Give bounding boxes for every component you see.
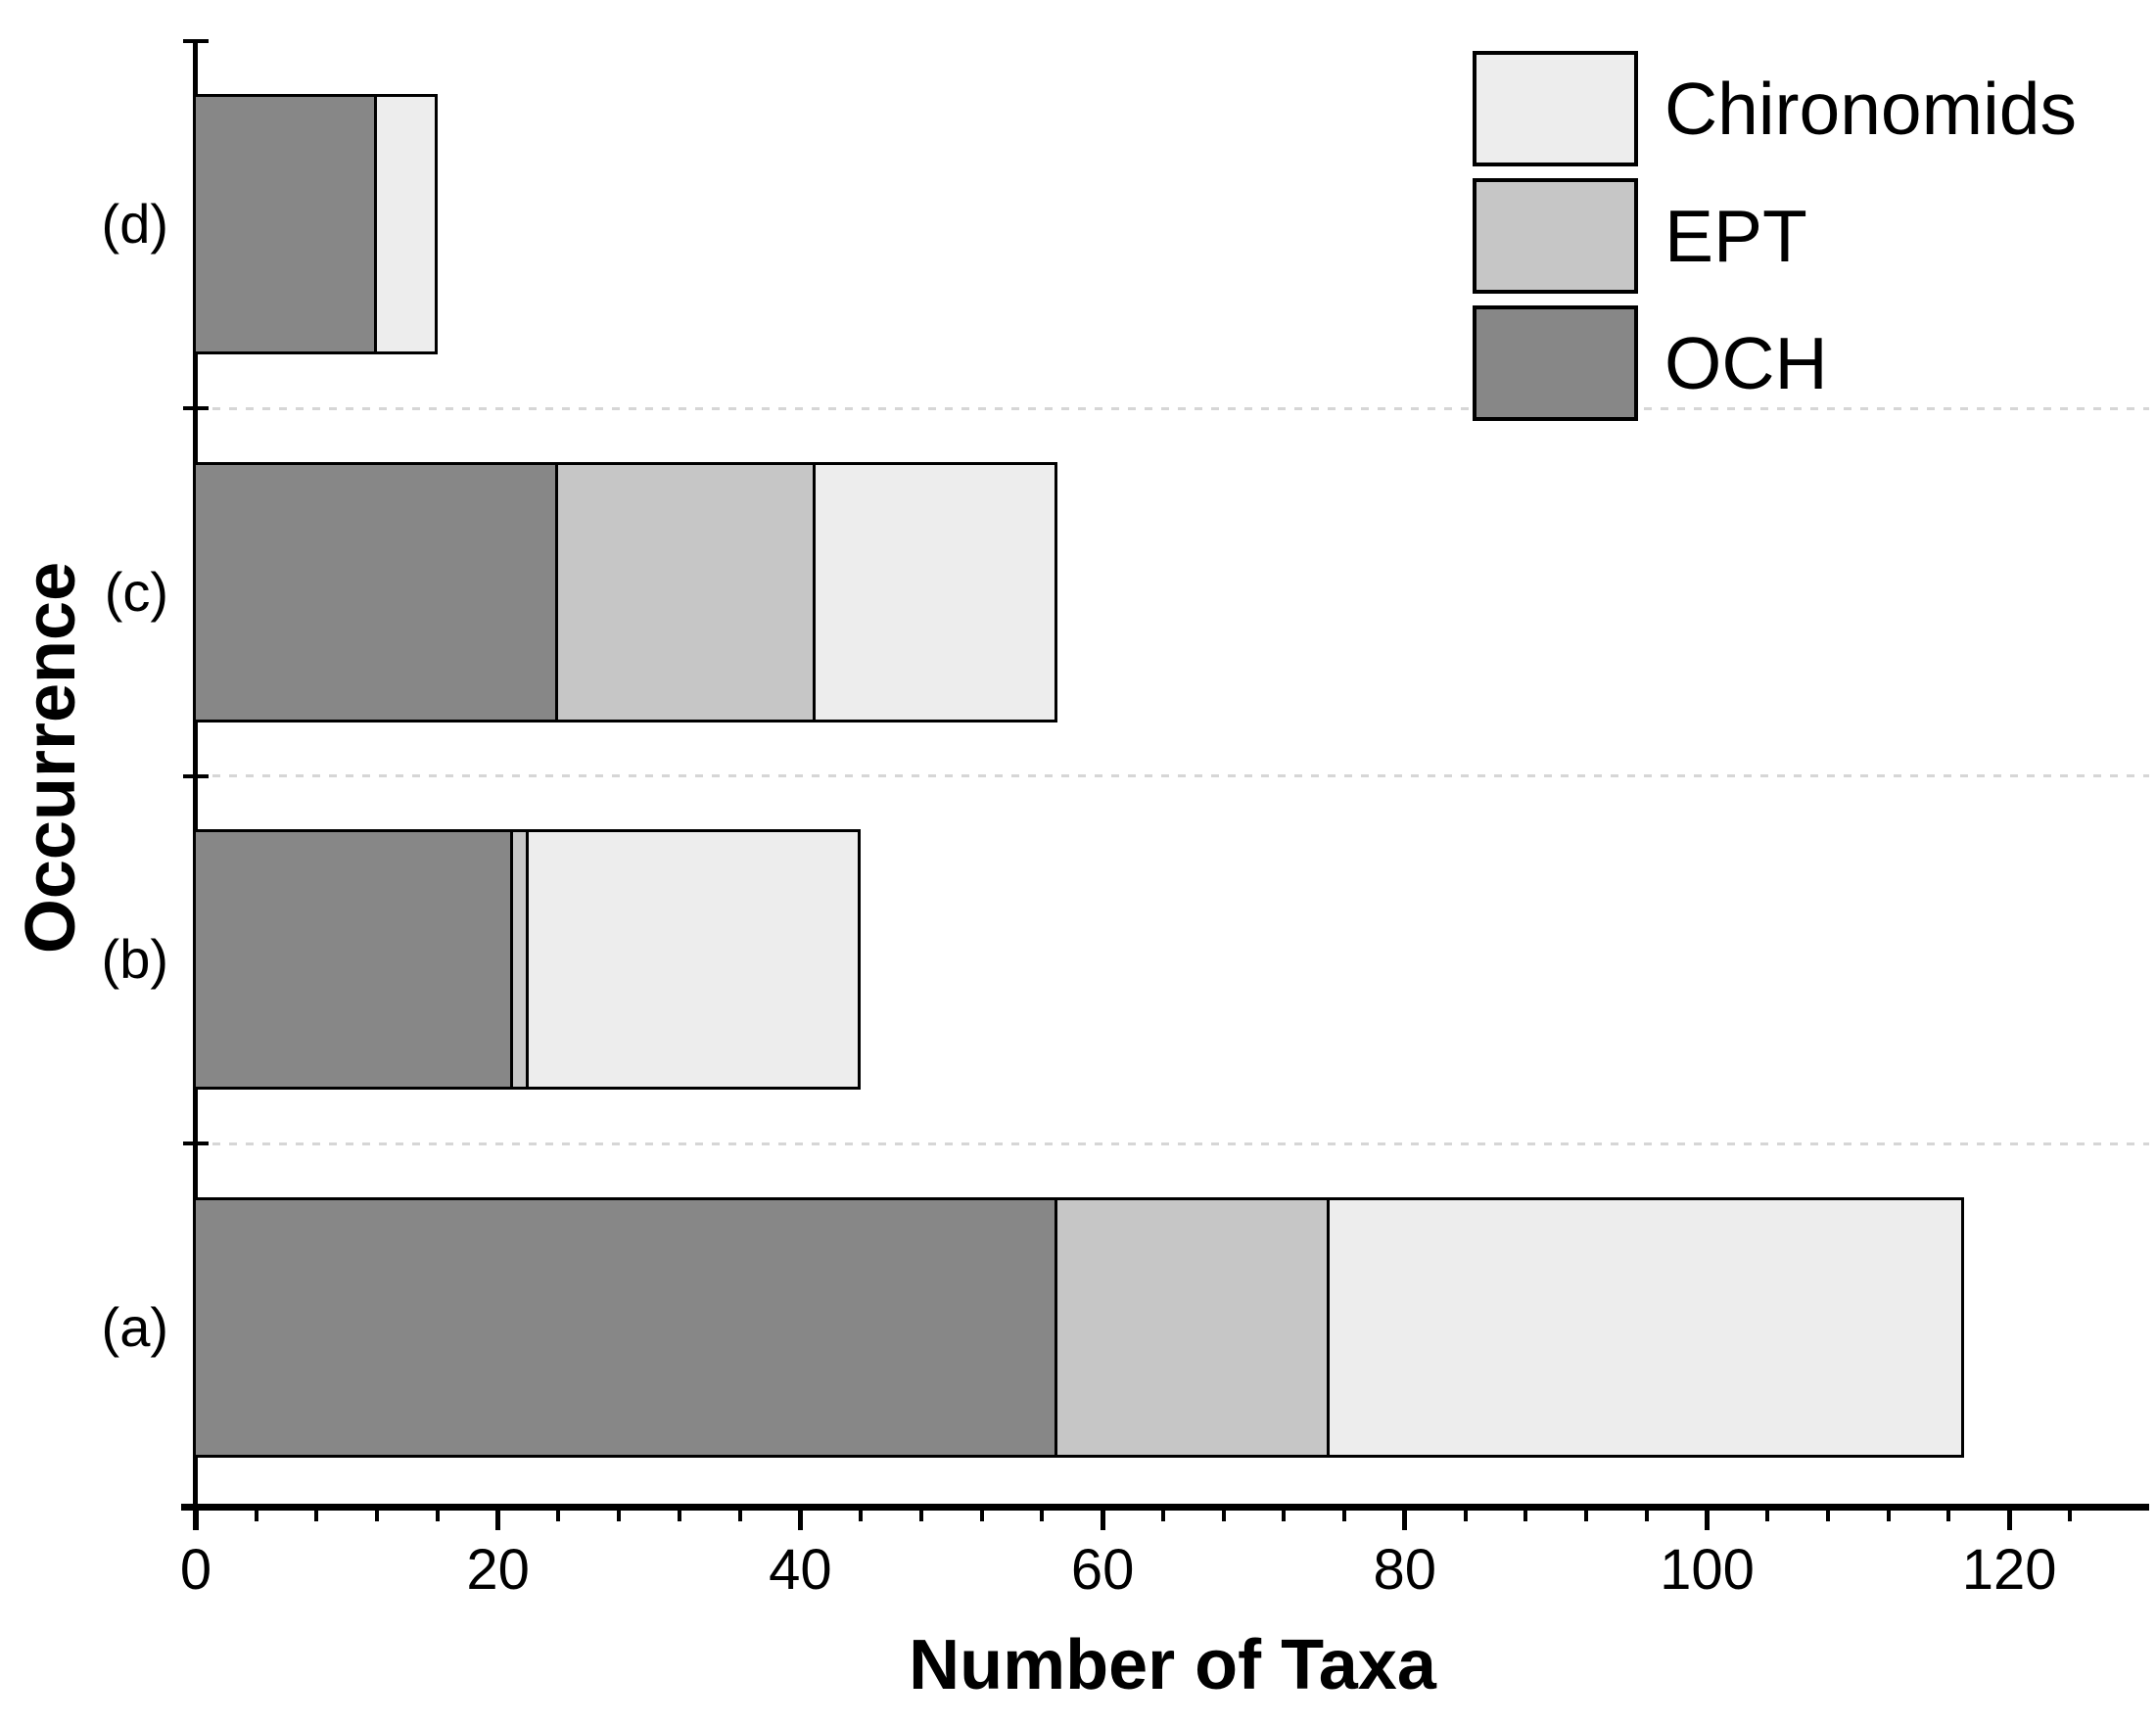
legend-item-och: OCH xyxy=(1473,305,2077,421)
bar-segment-och xyxy=(193,461,559,722)
y-axis-tick xyxy=(183,406,209,410)
category-label: (d) xyxy=(101,193,168,256)
x-major-tick xyxy=(1402,1511,1408,1530)
y-axis-line xyxy=(193,40,198,1530)
x-minor-tick xyxy=(1342,1511,1347,1521)
legend-label-chironomids: Chironomids xyxy=(1664,67,2077,150)
x-minor-tick xyxy=(677,1511,681,1521)
bar-segment-chironomids xyxy=(1326,1196,1964,1458)
x-minor-tick xyxy=(1040,1511,1045,1521)
category-label: (b) xyxy=(101,928,168,991)
legend-label-och: OCH xyxy=(1664,321,1828,404)
legend-swatch-chironomids xyxy=(1473,51,1638,166)
legend-label-ept: EPT xyxy=(1664,194,1807,277)
x-tick-label: 60 xyxy=(1070,1538,1135,1602)
bar-segment-och xyxy=(193,94,378,355)
x-minor-tick xyxy=(1523,1511,1528,1521)
x-axis-title: Number of Taxa xyxy=(909,1626,1436,1704)
x-minor-tick xyxy=(1825,1511,1830,1521)
x-minor-tick xyxy=(314,1511,319,1521)
x-minor-tick xyxy=(1946,1511,1951,1521)
x-major-tick xyxy=(193,1511,199,1530)
legend-swatch-och xyxy=(1473,305,1638,421)
x-minor-tick xyxy=(556,1511,561,1521)
x-tick-label: 120 xyxy=(1961,1538,2057,1602)
category-separator-gridline xyxy=(196,774,2149,777)
legend-swatch-ept xyxy=(1473,178,1638,294)
bar-segment-chironomids xyxy=(812,461,1057,722)
x-major-tick xyxy=(1704,1511,1710,1530)
x-minor-tick xyxy=(737,1511,742,1521)
bar-segment-och xyxy=(193,1196,1057,1458)
x-minor-tick xyxy=(435,1511,440,1521)
y-axis-title: Occurrence xyxy=(12,561,90,955)
category-label: (a) xyxy=(101,1295,168,1358)
x-minor-tick xyxy=(2067,1511,2072,1521)
x-major-tick xyxy=(495,1511,501,1530)
x-major-tick xyxy=(1100,1511,1105,1530)
bar-segment-och xyxy=(193,829,514,1091)
x-minor-tick xyxy=(979,1511,984,1521)
x-major-tick xyxy=(2006,1511,2012,1530)
bar-segment-ept xyxy=(1054,1196,1330,1458)
x-tick-label: 20 xyxy=(466,1538,530,1602)
x-minor-tick xyxy=(1886,1511,1891,1521)
legend-item-ept: EPT xyxy=(1473,178,2077,294)
category-label: (c) xyxy=(104,560,168,623)
x-minor-tick xyxy=(617,1511,622,1521)
x-major-tick xyxy=(797,1511,803,1530)
x-minor-tick xyxy=(254,1511,258,1521)
category-separator-gridline xyxy=(196,406,2149,410)
x-minor-tick xyxy=(1765,1511,1770,1521)
bar-segment-chironomids xyxy=(374,94,438,355)
legend: Chironomids EPT OCH xyxy=(1473,51,2077,433)
x-tick-label: 80 xyxy=(1373,1538,1437,1602)
x-minor-tick xyxy=(1584,1511,1588,1521)
x-minor-tick xyxy=(1282,1511,1287,1521)
x-minor-tick xyxy=(1221,1511,1226,1521)
x-axis-line xyxy=(181,1504,2149,1511)
x-tick-label: 40 xyxy=(769,1538,832,1602)
bar-segment-chironomids xyxy=(525,829,862,1091)
y-axis-tick xyxy=(183,773,209,778)
legend-item-chironomids: Chironomids xyxy=(1473,51,2077,166)
y-axis-tick xyxy=(183,38,209,43)
x-minor-tick xyxy=(375,1511,380,1521)
bar-segment-ept xyxy=(555,461,816,722)
x-minor-tick xyxy=(1463,1511,1468,1521)
x-minor-tick xyxy=(1644,1511,1649,1521)
x-minor-tick xyxy=(918,1511,923,1521)
x-minor-tick xyxy=(859,1511,864,1521)
x-tick-label: 100 xyxy=(1660,1538,1755,1602)
x-minor-tick xyxy=(1160,1511,1165,1521)
category-separator-gridline xyxy=(196,1142,2149,1145)
x-tick-label: 0 xyxy=(179,1538,212,1602)
y-axis-tick xyxy=(183,1142,209,1145)
